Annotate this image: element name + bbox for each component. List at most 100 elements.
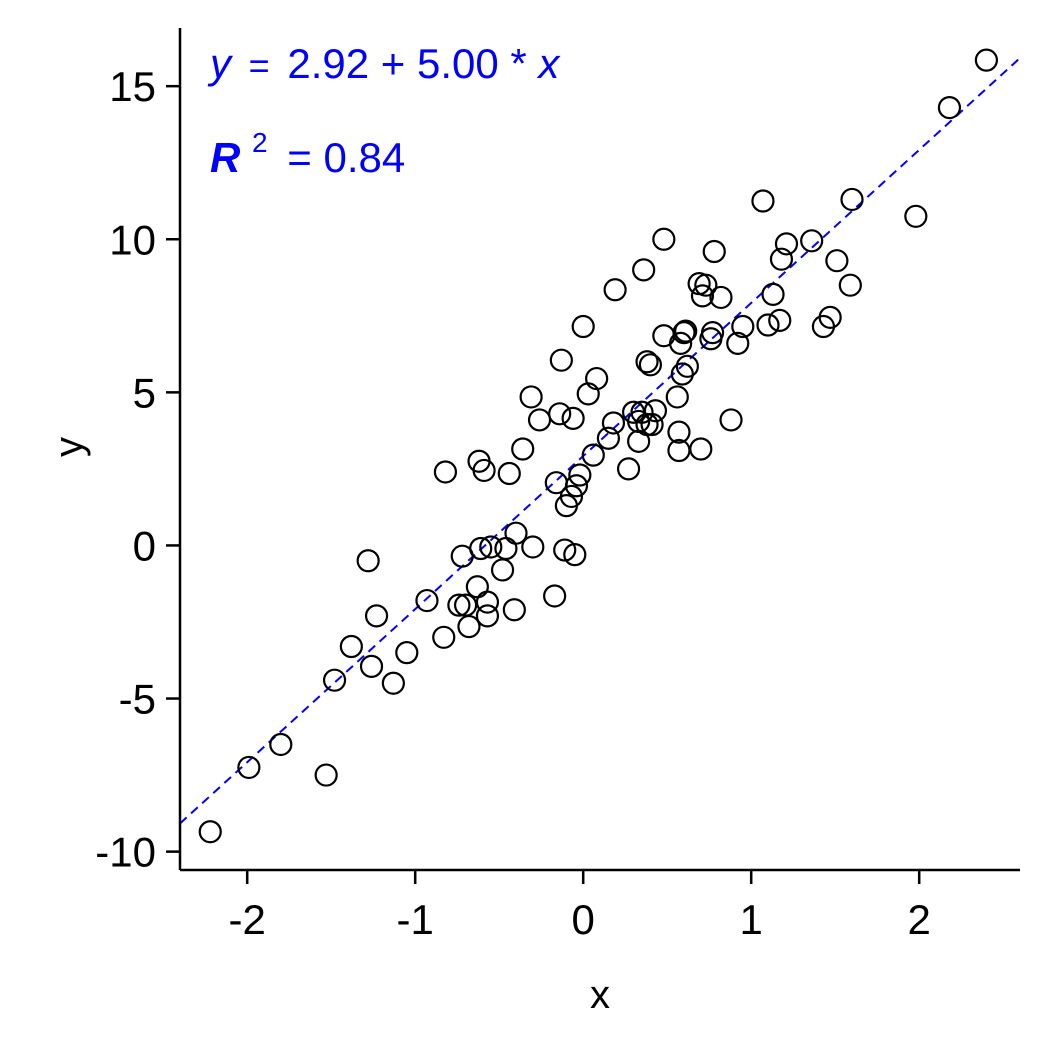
eq-equals: =	[249, 45, 270, 86]
data-point	[640, 412, 664, 437]
axes-layer	[178, 28, 1020, 872]
data-point	[756, 313, 780, 337]
data-point	[638, 353, 663, 377]
data-point	[601, 411, 626, 435]
x-tick-label: 1	[740, 896, 763, 943]
data-point	[818, 305, 842, 329]
data-point	[675, 354, 699, 378]
data-point	[564, 474, 589, 498]
equation-annotation: y = 2.92 + 5.00 * x	[207, 40, 561, 87]
x-axis-title: x	[590, 973, 610, 1017]
data-point	[322, 668, 347, 692]
data-point	[198, 820, 222, 844]
data-point	[527, 408, 552, 432]
data-point	[469, 536, 493, 561]
data-point	[632, 258, 656, 282]
data-point	[719, 408, 743, 432]
x-tick-label: -2	[229, 896, 266, 943]
data-point	[415, 588, 439, 613]
data-point	[571, 314, 595, 339]
data-point	[432, 625, 456, 649]
data-point	[635, 412, 659, 437]
y-axis-title: y	[47, 437, 91, 457]
data-point	[751, 189, 775, 213]
data-point	[548, 402, 572, 426]
data-point	[672, 321, 696, 345]
points-layer	[198, 48, 999, 844]
eq-y-symbol: y	[207, 40, 234, 87]
data-point	[674, 319, 698, 343]
data-point	[563, 543, 587, 567]
data-point	[475, 604, 500, 628]
data-point	[670, 362, 694, 386]
x-tick-label: 0	[572, 896, 595, 943]
data-point	[731, 314, 755, 339]
data-point	[359, 654, 384, 678]
data-point	[519, 385, 543, 409]
data-point	[669, 331, 693, 355]
y-tick-label: 10	[109, 216, 156, 263]
data-point	[237, 755, 261, 780]
data-point	[549, 348, 573, 372]
data-point	[339, 634, 363, 659]
data-point	[665, 385, 689, 409]
r-squared-annotation: R 2 = 0.84	[210, 114, 405, 181]
data-point	[904, 204, 928, 228]
data-point	[700, 321, 725, 345]
eq-rhs: 2.92 + 5.00 *	[287, 40, 538, 87]
y-tick-label: 0	[133, 522, 156, 569]
data-point	[490, 558, 515, 582]
data-point	[521, 535, 545, 559]
data-point	[479, 535, 503, 559]
data-point	[447, 593, 471, 617]
data-point	[974, 48, 999, 72]
r2-value: = 0.84	[287, 134, 405, 181]
data-point	[543, 584, 567, 608]
data-point	[761, 282, 785, 306]
data-point	[643, 399, 668, 423]
y-tick-label: -10	[95, 829, 156, 876]
r2-symbol: R	[210, 134, 241, 181]
data-point	[364, 604, 389, 628]
y-tick-label: 5	[133, 369, 156, 416]
data-point	[667, 420, 691, 444]
data-point	[726, 331, 750, 355]
data-point	[559, 484, 584, 509]
y-tick-label: -5	[119, 676, 156, 723]
data-point	[596, 426, 621, 450]
data-point	[314, 763, 338, 787]
fit-line	[179, 57, 1021, 825]
data-point	[475, 590, 500, 614]
data-point	[690, 284, 715, 308]
data-point	[561, 406, 585, 430]
data-point	[709, 285, 733, 310]
data-point	[494, 536, 518, 561]
data-point	[269, 732, 293, 757]
data-point	[511, 437, 535, 461]
y-tick-label: 15	[109, 63, 156, 110]
data-point	[581, 443, 605, 467]
data-point	[769, 247, 794, 271]
data-point	[840, 187, 864, 212]
data-point	[472, 458, 496, 483]
data-point	[635, 350, 659, 374]
data-point	[553, 538, 577, 562]
data-point	[603, 278, 627, 302]
fit-line-layer	[179, 57, 1021, 825]
data-point	[689, 437, 713, 461]
r2-power: 2	[252, 127, 268, 158]
data-point	[694, 273, 718, 297]
data-point	[774, 232, 799, 256]
data-point	[616, 457, 641, 481]
data-point	[497, 461, 521, 486]
data-point	[356, 549, 380, 573]
data-point	[702, 239, 726, 264]
data-point	[585, 366, 609, 391]
x-tick-label: -1	[397, 896, 434, 943]
data-point	[465, 575, 489, 599]
data-point	[937, 96, 962, 120]
data-point	[457, 614, 481, 639]
data-point	[768, 308, 792, 333]
